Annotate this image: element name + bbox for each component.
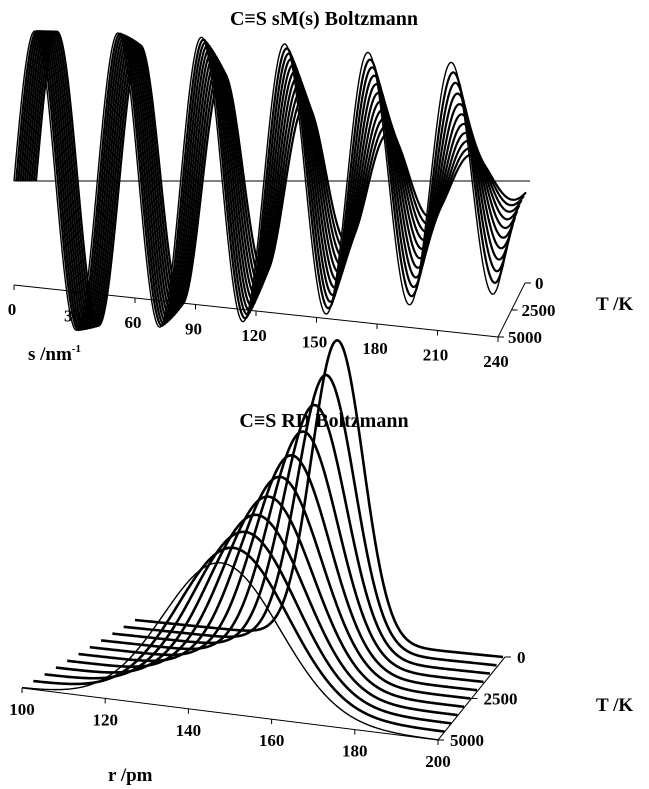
series-line-3500K [55, 513, 458, 717]
x-tick-label: 30 [64, 307, 81, 326]
x-tick-label: 150 [302, 333, 328, 352]
x-tick-label: 60 [125, 313, 142, 332]
z-tick-label: 2500 [484, 690, 518, 709]
series-line-500K [123, 373, 497, 667]
z-axis-label: T /K [596, 695, 633, 716]
series-line-2000K [21, 30, 514, 331]
chart-title: C≡S RD Boltzmann [239, 410, 408, 432]
series-line-0K [134, 339, 504, 659]
x-tick-label: 160 [259, 731, 285, 750]
x-tick-label: 120 [241, 326, 267, 345]
series-line-5000K [21, 562, 439, 741]
x-tick-label: 100 [9, 700, 35, 719]
rd-z-ticks: 0 2500 5000 [438, 648, 526, 750]
chart-sms: C≡S sM(s) Boltzmann 0 30 60 90 120 150 180 210 2… [8, 8, 634, 371]
x-tick-label: 210 [423, 346, 449, 365]
series-line-0K [13, 30, 505, 332]
sms-z-ticks: 0 2500 5000 [498, 274, 556, 347]
z-tick-label: 0 [517, 648, 526, 667]
x-tick-label: 90 [185, 320, 202, 339]
z-tick-label: 0 [535, 274, 544, 293]
rd-curves [21, 339, 504, 741]
x-tick-label: 180 [362, 339, 388, 358]
series-line-4500K [33, 546, 445, 733]
series-line-1500K [100, 430, 484, 684]
x-tick-label: 240 [483, 352, 509, 371]
z-tick-label: 2500 [522, 301, 556, 320]
series-line-1000K [17, 30, 510, 331]
sms-curves [13, 30, 527, 332]
z-axis-label: T /K [596, 294, 633, 315]
x-tick-label: 180 [342, 742, 368, 761]
x-axis-label: s /nm-1 [28, 343, 81, 365]
chart-title: C≡S sM(s) Boltzmann [230, 8, 418, 30]
x-tick-label: 140 [176, 721, 202, 740]
x-axis-label: r /pm [108, 765, 153, 786]
x-tick-label: 120 [92, 710, 118, 729]
series-line-500K [15, 30, 508, 332]
z-tick-label: 5000 [450, 731, 484, 750]
z-tick-label: 5000 [508, 328, 542, 347]
x-tick-label: 0 [8, 300, 17, 319]
x-axis-line [21, 687, 439, 741]
rd-x-ticks: 100 120 140 160 180 200 [9, 688, 451, 771]
x-tick-label: 200 [425, 752, 451, 771]
series-line-1500K [19, 30, 512, 331]
sms-x-ticks: 0 30 60 90 120 150 180 210 240 [8, 285, 509, 371]
chart-rd: C≡S RD Boltzmann 100 120 140 160 180 200 0 250… [9, 339, 633, 786]
series-line-2500K [23, 30, 517, 330]
series-line-3000K [67, 495, 465, 709]
series-line-2500K [78, 475, 471, 700]
